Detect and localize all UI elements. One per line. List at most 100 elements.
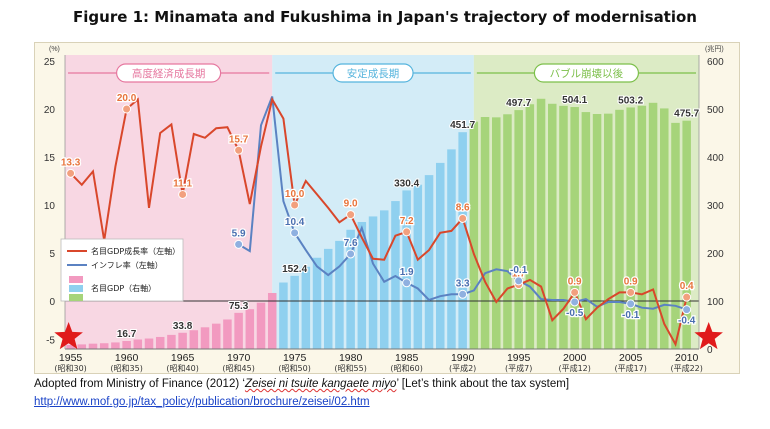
gdp-bar bbox=[267, 292, 277, 349]
star-marker bbox=[694, 322, 723, 350]
nominal-data-label: 15.7 bbox=[229, 134, 249, 145]
x-tick-label: 1975 bbox=[283, 352, 307, 364]
gdp-bar bbox=[245, 309, 255, 349]
x-tick-label: 1970 bbox=[227, 352, 251, 364]
left-tick-label: 20 bbox=[44, 105, 56, 116]
gdp-bar bbox=[88, 343, 98, 349]
gdp-bar bbox=[155, 336, 165, 349]
nominal-data-label: 10.0 bbox=[285, 189, 305, 200]
x-tick-label: 2010 bbox=[675, 352, 699, 364]
left-tick-label: 0 bbox=[49, 297, 55, 308]
inflation-data-label: -0.5 bbox=[566, 308, 584, 319]
legend-label: 名目GDP成長率（左軸） bbox=[91, 246, 180, 256]
inflation-data-label: 10.4 bbox=[285, 217, 305, 228]
gdp-bar bbox=[570, 107, 579, 349]
gdp-bar bbox=[379, 210, 389, 349]
legend-swatch bbox=[69, 294, 83, 301]
inflation-data-label: 7.6 bbox=[344, 238, 358, 249]
gdp-bar bbox=[559, 105, 568, 349]
gdp-data-label: 504.1 bbox=[562, 95, 587, 106]
nominal-data-label: 20.0 bbox=[117, 93, 137, 104]
page-title: Figure 1: Minamata and Fukushima in Japa… bbox=[73, 8, 697, 26]
gdp-bar bbox=[581, 112, 591, 350]
gdp-bar bbox=[111, 342, 120, 349]
nominal-marker bbox=[682, 292, 692, 302]
inflation-marker bbox=[682, 305, 692, 315]
period-label-box bbox=[116, 63, 222, 83]
gdp-bar bbox=[536, 98, 546, 349]
gdp-data-label: 33.8 bbox=[173, 321, 193, 332]
gdp-bar bbox=[77, 344, 87, 349]
nominal-data-label: 8.6 bbox=[456, 202, 470, 213]
gdp-bar bbox=[211, 323, 221, 349]
source-link[interactable]: http://www.mof.go.jp/tax_policy/publicat… bbox=[34, 396, 370, 408]
gdp-bar bbox=[604, 113, 613, 349]
gdp-bar bbox=[357, 221, 367, 349]
nominal-marker bbox=[402, 227, 412, 237]
gdp-data-label: 503.2 bbox=[618, 95, 643, 106]
gdp-bar bbox=[178, 332, 187, 349]
nominal-data-label: 9.0 bbox=[344, 199, 358, 210]
x-tick-label: 1965 bbox=[171, 352, 195, 364]
x-tick-label: 1985 bbox=[395, 352, 419, 364]
period-label: 高度経済成長期 bbox=[132, 67, 206, 80]
nominal-marker bbox=[290, 200, 300, 210]
source-prefix: Adopted from Ministry of Finance (2012) … bbox=[34, 378, 245, 390]
right-axis-unit: (兆円) bbox=[705, 44, 724, 53]
gdp-bar bbox=[189, 330, 199, 349]
gdp-bar bbox=[402, 190, 411, 349]
x-tick-era-label: (平成12) bbox=[558, 363, 590, 373]
inflation-marker bbox=[514, 276, 524, 286]
inflation-marker bbox=[402, 278, 412, 288]
inflation-marker bbox=[626, 299, 636, 309]
x-tick-era-label: (昭和55) bbox=[334, 364, 366, 373]
gdp-data-label: 475.7 bbox=[674, 109, 699, 120]
left-tick-label: -5 bbox=[46, 335, 55, 346]
source-suffix: ’ [Let’s think about the tax system] bbox=[396, 378, 570, 390]
inflation-data-label: 3.3 bbox=[456, 278, 470, 289]
gdp-bar bbox=[66, 344, 75, 349]
left-axis-unit: (%) bbox=[49, 46, 60, 53]
gdp-bar bbox=[99, 343, 109, 349]
gdp-bar bbox=[413, 184, 423, 349]
gdp-data-label: 497.7 bbox=[506, 98, 531, 109]
gdp-bar bbox=[335, 240, 344, 349]
gdp-bar bbox=[469, 121, 479, 349]
x-tick-era-label: (昭和40) bbox=[166, 364, 198, 373]
x-tick-era-label: (平成17) bbox=[614, 363, 646, 373]
gdp-bar bbox=[346, 229, 355, 349]
nominal-data-label: 0.9 bbox=[568, 276, 582, 287]
gdp-bar bbox=[525, 104, 535, 349]
x-tick-label: 2005 bbox=[619, 352, 643, 364]
gdp-bar bbox=[514, 110, 523, 349]
gdp-data-label: 75.3 bbox=[229, 301, 249, 312]
nominal-marker bbox=[122, 104, 132, 114]
gdp-bar bbox=[223, 319, 232, 349]
right-tick-label: 300 bbox=[707, 201, 724, 212]
left-tick-label: 10 bbox=[44, 201, 56, 212]
x-tick-label: 1960 bbox=[115, 352, 139, 364]
left-tick-label: 5 bbox=[49, 249, 55, 260]
gdp-bar bbox=[548, 103, 557, 349]
gdp-bar bbox=[458, 132, 467, 349]
right-tick-label: 0 bbox=[707, 345, 713, 356]
gdp-bar bbox=[447, 149, 456, 349]
inflation-data-label: -0.1 bbox=[510, 265, 528, 276]
x-tick-era-label: (昭和45) bbox=[222, 364, 254, 373]
gdp-data-label: 330.4 bbox=[394, 178, 419, 189]
left-tick-label: 15 bbox=[44, 153, 56, 164]
gdp-bar bbox=[290, 275, 299, 349]
x-tick-era-label: (昭和50) bbox=[278, 364, 310, 373]
gdp-bar bbox=[279, 282, 288, 349]
period-label-box bbox=[533, 63, 640, 83]
gdp-bar bbox=[637, 105, 647, 349]
x-tick-era-label: (昭和30) bbox=[54, 364, 86, 373]
x-tick-era-label: (昭和35) bbox=[110, 364, 142, 373]
legend-swatch bbox=[69, 276, 83, 283]
x-tick-era-label: (昭和60) bbox=[390, 364, 422, 373]
gdp-bar bbox=[615, 109, 624, 349]
x-tick-label: 2000 bbox=[563, 352, 587, 364]
inflation-data-label: -0.4 bbox=[678, 316, 696, 327]
right-tick-label: 400 bbox=[707, 153, 724, 164]
gdp-data-label: 16.7 bbox=[117, 329, 137, 340]
